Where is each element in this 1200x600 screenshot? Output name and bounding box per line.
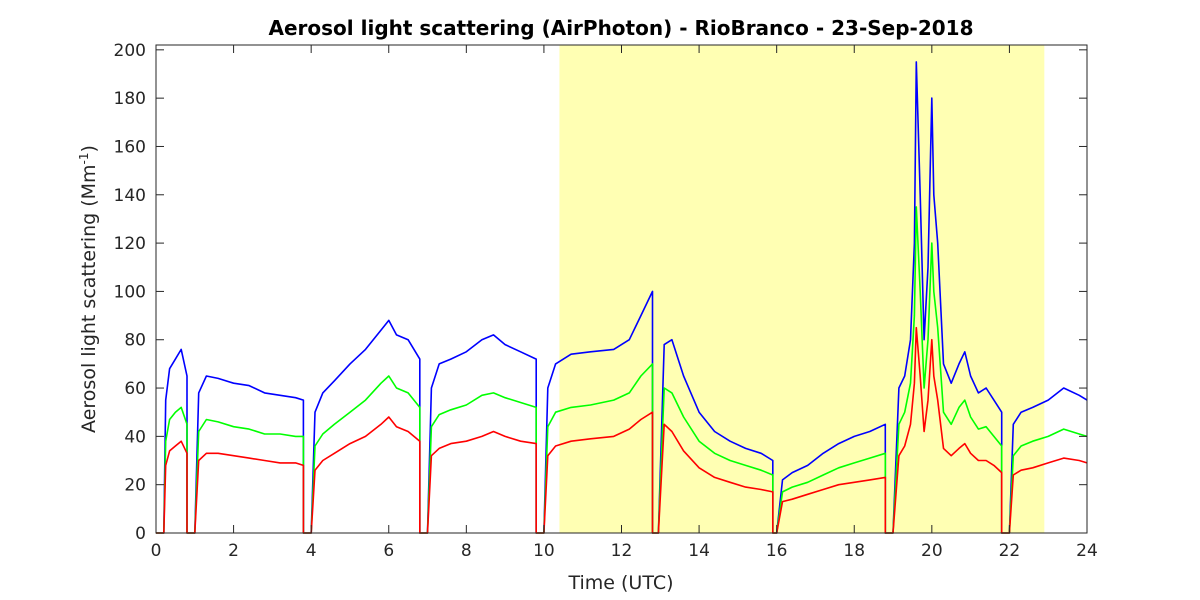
y-axis-label-suffix: ) bbox=[78, 145, 100, 152]
series-layer bbox=[156, 61, 1088, 534]
y-axis-label: Aerosol light scattering (Mm-1) bbox=[77, 145, 100, 433]
y-tick-label: 200 bbox=[114, 41, 146, 61]
y-tick-label: 180 bbox=[114, 89, 146, 109]
y-tick-label: 0 bbox=[135, 524, 146, 544]
daylight-band bbox=[559, 45, 1045, 533]
y-tick-label: 100 bbox=[114, 282, 146, 302]
y-tick-label: 80 bbox=[124, 331, 146, 351]
x-tick-label: 0 bbox=[151, 541, 162, 561]
x-tick-label: 14 bbox=[688, 541, 710, 561]
x-tick-label: 18 bbox=[843, 541, 865, 561]
x-tick-label: 20 bbox=[921, 541, 943, 561]
y-tick-label: 20 bbox=[124, 476, 146, 496]
x-tick-label: 2 bbox=[228, 541, 239, 561]
x-tick-label: 16 bbox=[766, 541, 788, 561]
y-tick-label: 160 bbox=[114, 137, 146, 157]
y-tick-label: 140 bbox=[114, 186, 146, 206]
x-tick-label: 10 bbox=[533, 541, 555, 561]
y-tick-label: 40 bbox=[124, 427, 146, 447]
y-tick-label: 60 bbox=[124, 379, 146, 399]
x-tick-label: 6 bbox=[383, 541, 394, 561]
x-tick-label: 12 bbox=[611, 541, 633, 561]
x-tick-label: 22 bbox=[999, 541, 1021, 561]
x-tick-label: 8 bbox=[461, 541, 472, 561]
y-axis-label-prefix: Aerosol light scattering (Mm bbox=[78, 164, 100, 433]
chart-title: Aerosol light scattering (AirPhoton) - R… bbox=[269, 16, 974, 40]
y-tick-label: 120 bbox=[114, 234, 146, 254]
x-axis: 0 2 4 6 8 10 12 14 16 18 20 22 24 bbox=[151, 45, 1098, 561]
x-axis-label: Time (UTC) bbox=[567, 572, 673, 594]
x-tick-label: 4 bbox=[306, 541, 317, 561]
x-tick-label: 24 bbox=[1076, 541, 1098, 561]
y-axis-label-exponent: -1 bbox=[77, 152, 91, 164]
y-axis: 0 20 40 60 80 100 120 140 160 180 200 bbox=[114, 41, 1087, 544]
series-line-2 bbox=[156, 326, 1088, 534]
